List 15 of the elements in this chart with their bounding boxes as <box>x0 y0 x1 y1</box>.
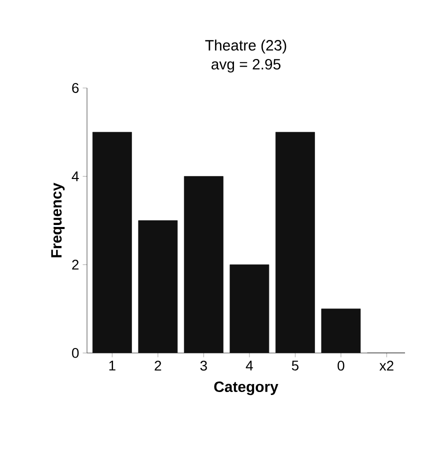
x-tick-label: 0 <box>338 360 344 371</box>
y-axis-title: Frequency <box>51 182 65 258</box>
y-tick-label: 0 <box>72 348 79 358</box>
chart-title: Theatre (23) <box>205 40 286 54</box>
y-tick-label: 4 <box>72 172 79 182</box>
x-tick-label: 3 <box>200 360 207 371</box>
y-tick-label: 6 <box>72 83 79 93</box>
x-tick-label: 5 <box>292 360 298 371</box>
x-tick-label: 4 <box>246 360 253 370</box>
y-tick-label: 2 <box>72 260 79 270</box>
x-tick-label: 1 <box>109 360 116 370</box>
x-axis-title: Category <box>214 381 278 396</box>
x-tick-label: 2 <box>154 360 162 371</box>
chart-subtitle: avg = 2.95 <box>212 58 280 72</box>
x-tick-label: x2 <box>379 360 394 371</box>
